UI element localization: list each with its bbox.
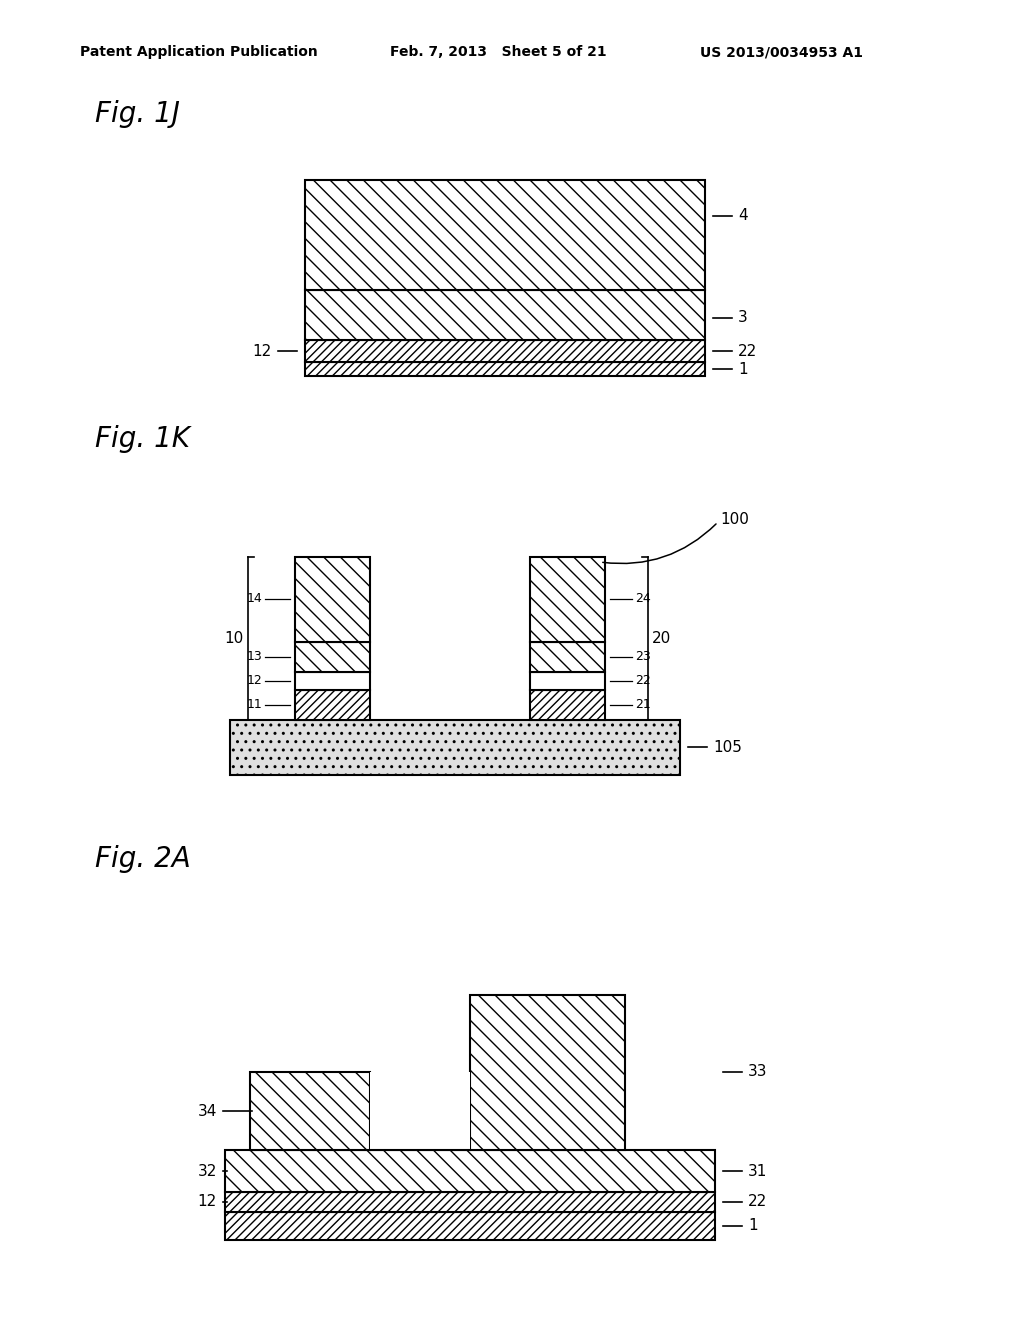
Text: 31: 31 <box>748 1163 767 1179</box>
Text: 105: 105 <box>713 739 741 755</box>
Bar <box>530 672 605 690</box>
Bar <box>370 1072 470 1150</box>
Bar <box>530 557 605 642</box>
Text: 33: 33 <box>748 1064 768 1080</box>
Text: 22: 22 <box>738 343 758 359</box>
Bar <box>305 362 705 376</box>
Text: Fig. 1K: Fig. 1K <box>95 425 190 453</box>
Text: 34: 34 <box>198 1104 217 1118</box>
Text: 1: 1 <box>748 1218 758 1233</box>
Text: 21: 21 <box>635 698 650 711</box>
Text: 24: 24 <box>635 593 650 606</box>
Bar <box>225 1192 715 1212</box>
Bar <box>305 341 705 362</box>
Text: 22: 22 <box>635 675 650 688</box>
Bar <box>230 719 680 775</box>
Text: 3: 3 <box>738 310 748 326</box>
Text: 23: 23 <box>635 651 650 664</box>
Text: 10: 10 <box>224 631 244 645</box>
Text: Fig. 2A: Fig. 2A <box>95 845 190 873</box>
Bar <box>225 1212 715 1239</box>
Text: 13: 13 <box>246 651 262 664</box>
Bar <box>225 1150 715 1192</box>
Text: 14: 14 <box>246 593 262 606</box>
Bar <box>295 672 370 690</box>
Text: Patent Application Publication: Patent Application Publication <box>80 45 317 59</box>
Bar <box>530 642 605 672</box>
Text: 100: 100 <box>720 512 749 528</box>
Text: 12: 12 <box>246 675 262 688</box>
Text: Feb. 7, 2013   Sheet 5 of 21: Feb. 7, 2013 Sheet 5 of 21 <box>390 45 606 59</box>
Bar <box>250 1072 370 1150</box>
Bar <box>305 290 705 341</box>
Text: 32: 32 <box>198 1163 217 1179</box>
Bar <box>530 690 605 719</box>
Text: 20: 20 <box>652 631 672 645</box>
Text: 4: 4 <box>738 209 748 223</box>
Text: US 2013/0034953 A1: US 2013/0034953 A1 <box>700 45 863 59</box>
Text: 1: 1 <box>738 362 748 376</box>
Text: Fig. 1J: Fig. 1J <box>95 100 180 128</box>
Text: 11: 11 <box>246 698 262 711</box>
Bar <box>295 557 370 642</box>
Bar <box>305 180 705 290</box>
Bar <box>295 690 370 719</box>
Bar <box>470 995 625 1150</box>
Text: 12: 12 <box>198 1195 217 1209</box>
Text: 22: 22 <box>748 1195 767 1209</box>
Text: 12: 12 <box>253 343 272 359</box>
Bar <box>295 642 370 672</box>
